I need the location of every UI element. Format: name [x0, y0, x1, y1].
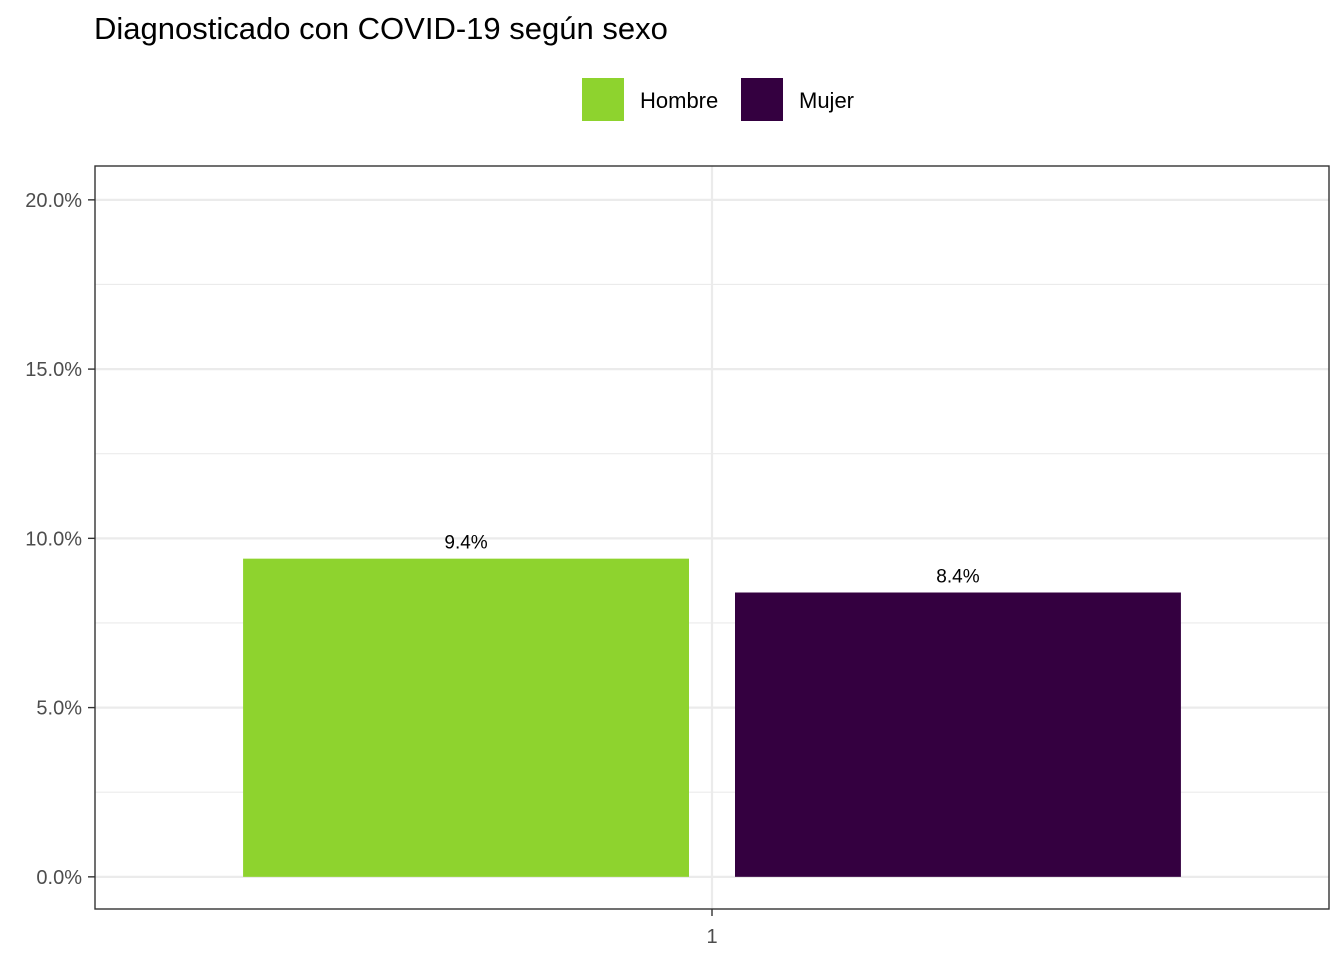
legend: Hombre Mujer [582, 78, 854, 121]
legend-swatch-mujer [741, 78, 783, 121]
x-tick-label: 1 [706, 926, 717, 948]
data-label-hombre: 9.4% [444, 533, 487, 554]
y-tick-label: 0.0% [36, 867, 82, 889]
x-axis: 1 [706, 909, 718, 948]
bars [243, 558, 1181, 877]
data-labels: 9.4% 8.4% [444, 533, 979, 588]
y-tick-label: 10.0% [25, 528, 82, 550]
legend-label-hombre: Hombre [640, 88, 718, 113]
bar-hombre [243, 558, 689, 877]
grid-lines [95, 166, 1329, 909]
y-axis: 0.0% 5.0% 10.0% 15.0% 20.0% [25, 190, 95, 889]
bar-mujer [735, 592, 1181, 877]
plot-area: 9.4% 8.4% [94, 165, 1330, 910]
y-tick-label: 15.0% [25, 359, 82, 381]
legend-swatch-hombre [582, 78, 624, 121]
data-label-mujer: 8.4% [936, 567, 979, 588]
y-tick-label: 5.0% [36, 698, 82, 720]
legend-label-mujer: Mujer [799, 88, 854, 113]
y-tick-label: 20.0% [25, 190, 82, 212]
chart-title: Diagnosticado con COVID-19 según sexo [94, 11, 668, 46]
